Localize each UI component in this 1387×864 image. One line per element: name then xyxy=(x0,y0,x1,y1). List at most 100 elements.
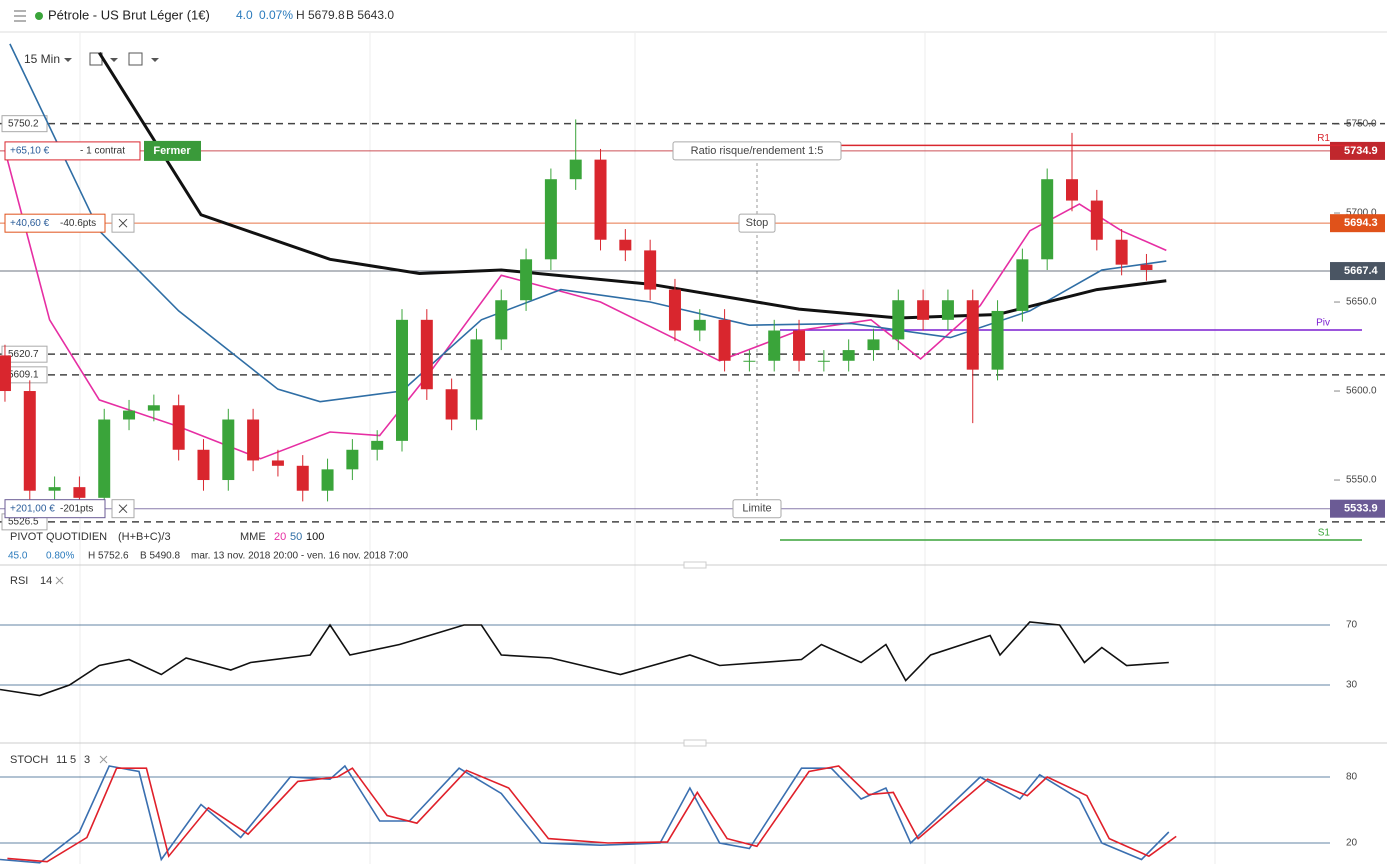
candle-body xyxy=(271,460,284,466)
candle-body xyxy=(1115,239,1128,265)
info-high: H 5752.6 xyxy=(88,551,129,562)
candle-body xyxy=(569,159,582,180)
y-tick-label: 5600.0 xyxy=(1346,386,1377,397)
panel-close[interactable] xyxy=(99,755,108,764)
panel-close[interactable] xyxy=(55,576,64,585)
price-tag-label: 5734.9 xyxy=(1344,145,1378,157)
change: 4.0 xyxy=(236,8,253,22)
pivot-label: Piv xyxy=(1316,318,1330,329)
candle-body xyxy=(1041,179,1054,260)
dropdown-arrow xyxy=(151,58,159,62)
legend-title: MME xyxy=(240,531,266,543)
candle-body xyxy=(644,250,657,290)
order-box xyxy=(4,499,106,519)
interval-select[interactable]: 15 Min xyxy=(24,52,60,66)
price-tag xyxy=(1330,141,1385,160)
candle-body xyxy=(222,419,235,481)
order-pnl: +201,00 € xyxy=(10,503,55,514)
candle-body xyxy=(48,487,61,491)
candle-body xyxy=(1140,264,1153,270)
indicator-line xyxy=(0,764,1170,864)
price-tag xyxy=(1,115,48,133)
legend-entry: 100 xyxy=(306,531,324,543)
layout-button[interactable] xyxy=(128,52,143,66)
pivot-formula: (H+B+C)/3 xyxy=(118,531,171,543)
candle-body xyxy=(1090,200,1103,240)
candle-body xyxy=(321,469,334,491)
panel-title: RSI xyxy=(10,575,28,587)
panel-separators xyxy=(0,561,1387,747)
candle-body xyxy=(668,289,681,331)
candle-body xyxy=(917,300,930,320)
close-button-label: Fermer xyxy=(153,145,191,157)
annotation-box xyxy=(738,213,776,233)
header-bar xyxy=(0,0,1387,32)
close-button[interactable] xyxy=(144,140,201,161)
status-dot xyxy=(35,12,43,20)
candle-body xyxy=(817,360,830,362)
y-tick-label: 5550.0 xyxy=(1346,475,1377,486)
price-tag-label: 5750.2 xyxy=(8,118,39,129)
annotation: Ratio risque/rendement 1:5 xyxy=(691,145,824,157)
panel-param: 14 xyxy=(40,575,52,587)
price-tag xyxy=(1,345,48,363)
menu-icon[interactable] xyxy=(14,10,26,22)
order-detail: -40.6pts xyxy=(60,218,96,229)
candle-body xyxy=(793,330,806,361)
candle-body xyxy=(98,419,111,498)
candle-body xyxy=(1066,179,1078,201)
candle-body xyxy=(123,410,136,420)
legend-entry: 20 xyxy=(274,531,286,543)
candle-body xyxy=(371,440,384,450)
candle-body xyxy=(470,339,483,420)
time-grid xyxy=(79,32,1216,864)
price-tag-label: 5620.7 xyxy=(8,349,39,360)
price-tag-label: 5667.4 xyxy=(1344,265,1379,277)
moving-average xyxy=(98,52,1167,320)
order-pnl: +65,10 € xyxy=(10,146,50,157)
y-tick-label: 5650.0 xyxy=(1346,297,1377,308)
candle-body xyxy=(73,487,86,498)
cancel-icon xyxy=(118,218,128,228)
annotation: Stop xyxy=(746,217,769,229)
pivot-label: R1 xyxy=(1317,133,1330,144)
low: B 5643.0 xyxy=(346,8,394,22)
candle-body xyxy=(23,391,36,491)
candle-body xyxy=(718,319,731,361)
candle-body xyxy=(520,259,533,301)
candle-body xyxy=(445,389,458,420)
candle-body xyxy=(991,310,1004,370)
pivot-label: S1 xyxy=(1318,528,1331,539)
panel-title: STOCH xyxy=(10,754,48,766)
price-tag xyxy=(1330,214,1385,233)
price-tag-label: 5609.1 xyxy=(8,369,39,380)
candle-body xyxy=(594,159,607,240)
change-pct: 0.07% xyxy=(259,8,293,22)
candle-body xyxy=(1016,259,1029,311)
y-tick-label: 70 xyxy=(1346,620,1358,631)
candle-body xyxy=(495,300,508,340)
candle-body xyxy=(941,300,954,320)
candle-body xyxy=(544,179,557,260)
order-box xyxy=(4,213,106,233)
price-tag-label: 5694.3 xyxy=(1344,217,1378,229)
annotation-box xyxy=(672,141,842,161)
candle-body xyxy=(966,300,979,370)
panel-param: 3 xyxy=(84,754,90,766)
instrument-title: Pétrole - US Brut Léger (1€) xyxy=(48,7,210,22)
candle-body xyxy=(892,300,905,340)
candle-body xyxy=(346,449,359,470)
indicator-line xyxy=(7,765,1177,863)
dropdown-arrow xyxy=(110,58,118,62)
candle-body xyxy=(247,419,260,461)
candle-body xyxy=(619,239,632,251)
candle-body xyxy=(197,449,210,481)
candle-body xyxy=(743,360,756,362)
legend-entry: 50 xyxy=(290,531,302,543)
y-tick-label: 5700.0 xyxy=(1346,208,1377,219)
panel-param: 5 xyxy=(70,754,76,766)
candle-body xyxy=(693,319,706,331)
order-detail: -201pts xyxy=(60,503,93,514)
price-tag xyxy=(1330,499,1385,518)
